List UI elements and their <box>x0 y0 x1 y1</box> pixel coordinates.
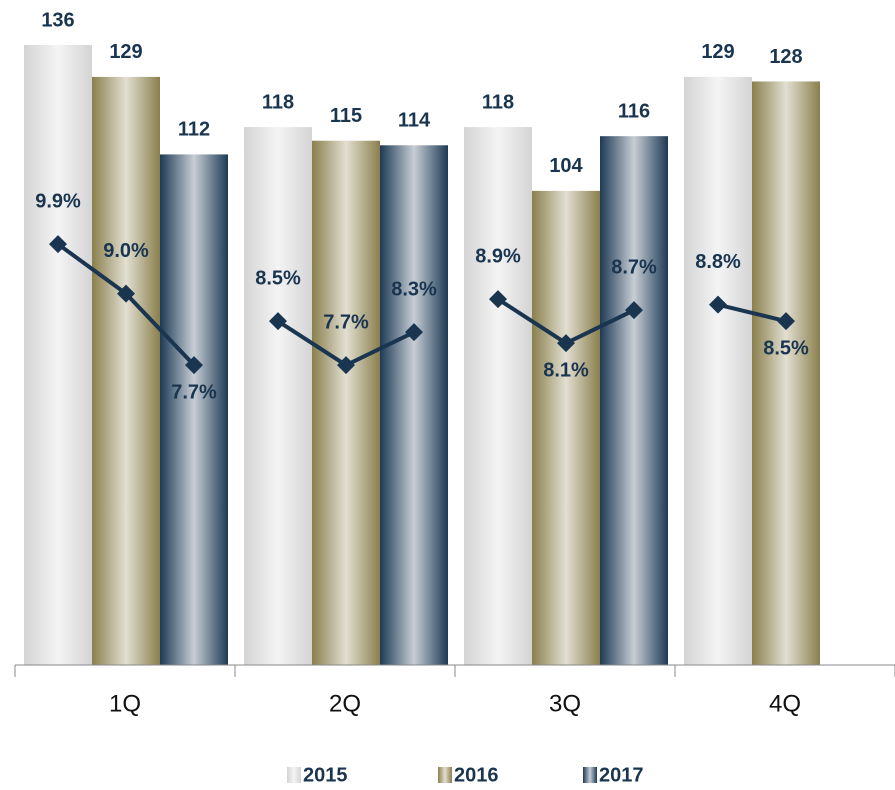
bar <box>312 140 380 665</box>
margin-label: 8.3% <box>391 278 437 300</box>
margin-label: 9.0% <box>103 240 149 262</box>
bar <box>160 154 228 666</box>
margin-label: 8.5% <box>255 267 301 289</box>
bar-value-label: 112 <box>178 119 210 141</box>
x-tick-label: 1Q <box>109 690 141 717</box>
legend-label: 2015 <box>303 764 348 786</box>
legend-swatch <box>287 767 301 783</box>
bar-value-label: 114 <box>398 110 431 132</box>
legend-label: 2017 <box>599 764 644 786</box>
legend-swatch <box>438 767 452 783</box>
bar-value-label: 129 <box>109 41 142 63</box>
x-tick-label: 2Q <box>329 690 361 717</box>
bar <box>600 136 668 666</box>
margin-marker <box>337 356 355 375</box>
bar <box>684 76 752 666</box>
bar <box>244 127 312 665</box>
margin-label: 8.7% <box>611 256 657 278</box>
margin-marker <box>709 295 727 314</box>
bar-value-label: 128 <box>769 46 802 68</box>
margin-label: 7.7% <box>323 311 369 333</box>
bar-value-label: 116 <box>618 100 650 122</box>
bar <box>464 127 532 665</box>
legend-swatch <box>583 767 597 783</box>
bar-value-label: 104 <box>549 155 583 177</box>
bar <box>24 45 92 665</box>
margin-label: 7.7% <box>171 381 217 403</box>
bar <box>380 145 448 665</box>
margin-label: 9.9% <box>35 190 81 212</box>
bar-value-label: 118 <box>482 91 514 113</box>
margin-label: 8.1% <box>543 359 589 381</box>
margin-marker <box>269 312 287 331</box>
margin-label: 8.8% <box>695 251 741 273</box>
bar-value-label: 115 <box>330 105 362 127</box>
margin-marker <box>777 312 795 331</box>
bar-value-label: 129 <box>701 41 734 63</box>
margin-marker <box>185 356 203 375</box>
margin-marker <box>49 235 67 254</box>
margin-marker <box>117 284 135 303</box>
bar <box>532 190 600 665</box>
legend-label: 2016 <box>454 764 499 786</box>
margin-marker <box>405 323 423 342</box>
margin-label: 8.5% <box>763 337 809 359</box>
x-tick-label: 3Q <box>549 690 581 717</box>
margin-line <box>717 302 787 324</box>
bar-value-label: 136 <box>41 9 74 31</box>
bar <box>752 81 820 666</box>
margin-label: 8.9% <box>475 245 521 267</box>
x-tick-label: 4Q <box>769 690 801 717</box>
margin-marker <box>625 301 643 320</box>
bar-value-label: 118 <box>262 91 294 113</box>
bar <box>92 76 160 666</box>
margin-marker <box>557 334 575 353</box>
margin-marker <box>489 290 507 309</box>
